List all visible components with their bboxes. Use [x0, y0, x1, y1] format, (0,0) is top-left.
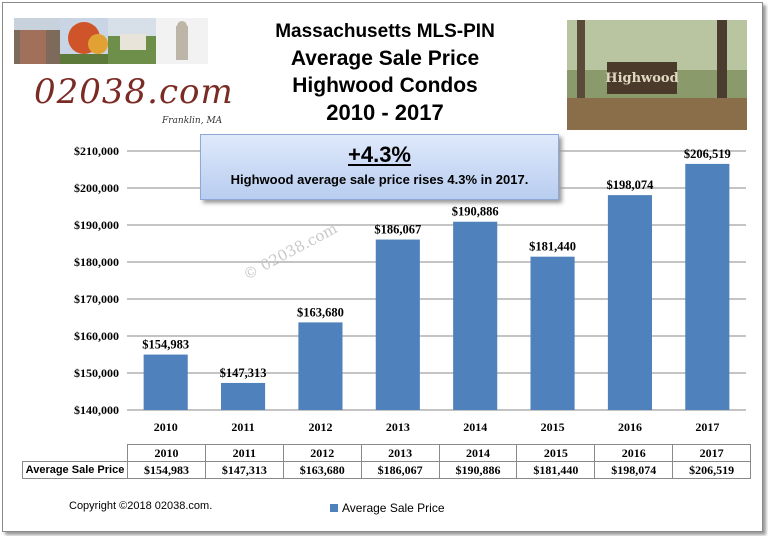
data-label: $181,440	[529, 240, 576, 254]
data-table-value-row: Average Sale Price $154,983 $147,313 $163,…	[22, 461, 752, 479]
y-tick-label: $200,000	[74, 181, 119, 195]
chart-title: Massachusetts MLS-PIN Average Sale Price…	[240, 18, 530, 126]
autumn-tree-photo	[60, 18, 112, 64]
data-table-header-row: 2010 2011 2012 2013 2014 2015 2016 2017	[23, 444, 752, 462]
data-table-value: $147,313	[204, 461, 284, 479]
copyright-text: Copyright ©2018 02038.com.	[69, 500, 213, 512]
x-tick-label: 2010	[154, 420, 178, 434]
data-table-corner	[23, 445, 128, 462]
data-table-value: $181,440	[516, 461, 596, 479]
data-table-year: 2011	[204, 444, 284, 462]
bar-2013	[375, 239, 420, 410]
data-table-year: 2017	[672, 444, 752, 462]
y-tick-label: $170,000	[74, 292, 119, 306]
data-label: $163,680	[297, 305, 344, 319]
y-tick-label: $210,000	[74, 144, 119, 158]
data-table-year: 2010	[127, 444, 206, 462]
callout-headline: +4.3%	[348, 142, 411, 167]
data-table-year: 2013	[360, 444, 440, 462]
data-table-year: 2012	[282, 444, 362, 462]
data-table-year: 2014	[438, 444, 518, 462]
statue-photo	[156, 18, 208, 64]
data-label: $190,886	[452, 205, 499, 219]
x-tick-label: 2013	[386, 420, 410, 434]
data-table-value: $206,519	[672, 461, 752, 479]
data-table-value: $163,680	[282, 461, 362, 479]
bar-2012	[298, 322, 343, 410]
y-tick-label: $150,000	[74, 366, 119, 380]
callout-text: Highwood average sale price rises 4.3% i…	[230, 172, 529, 187]
legend: Average Sale Price	[330, 501, 445, 515]
data-table-year: 2015	[516, 444, 596, 462]
legend-swatch	[330, 504, 338, 512]
bar-2016	[607, 195, 652, 410]
highwood-sign-photo: Highwood	[567, 20, 747, 130]
data-table-value: $190,886	[438, 461, 518, 479]
data-table-value: $154,983	[127, 461, 206, 479]
brand-name: 02038.com	[34, 72, 234, 112]
bar-2010	[143, 354, 188, 410]
x-tick-label: 2011	[231, 420, 254, 434]
y-tick-label: $140,000	[74, 403, 119, 417]
data-label: $147,313	[220, 366, 267, 380]
data-label: $154,983	[142, 338, 189, 352]
data-table-year: 2016	[594, 444, 674, 462]
y-tick-label: $180,000	[74, 255, 119, 269]
town-building-photo	[14, 18, 66, 64]
svg-text:Highwood: Highwood	[605, 71, 678, 86]
y-tick-label: $190,000	[74, 218, 119, 232]
bar-2011	[221, 382, 266, 410]
data-table-row-label: Average Sale Price	[22, 461, 128, 479]
title-line-4: 2010 - 2017	[326, 100, 444, 125]
house-photo	[108, 18, 160, 64]
title-line-2: Average Sale Price	[290, 47, 480, 70]
title-line-1: Massachusetts MLS-PIN	[275, 21, 495, 42]
data-table-value: $186,067	[360, 461, 440, 479]
x-tick-label: 2017	[695, 420, 719, 434]
bar-2015	[530, 256, 575, 410]
title-line-3: Highwood Condos	[292, 74, 478, 97]
data-label: $206,519	[684, 147, 731, 161]
data-table: 2010 2011 2012 2013 2014 2015 2016 2017 Average…	[22, 444, 752, 479]
data-label: $186,067	[374, 223, 421, 237]
x-tick-label: 2012	[308, 420, 332, 434]
data-table-value: $198,074	[594, 461, 674, 479]
bar-2017	[685, 163, 730, 410]
legend-label: Average Sale Price	[342, 501, 445, 515]
change-callout: +4.3% Highwood average sale price rises …	[200, 134, 559, 200]
y-tick-label: $160,000	[74, 329, 119, 343]
x-tick-label: 2016	[618, 420, 642, 434]
x-tick-label: 2015	[541, 420, 565, 434]
brand-location: Franklin, MA	[162, 116, 223, 126]
x-tick-label: 2014	[463, 420, 487, 434]
bar-2014	[453, 221, 498, 410]
site-logo: 02038.com Franklin, MA	[12, 12, 234, 130]
data-label: $198,074	[607, 178, 655, 192]
